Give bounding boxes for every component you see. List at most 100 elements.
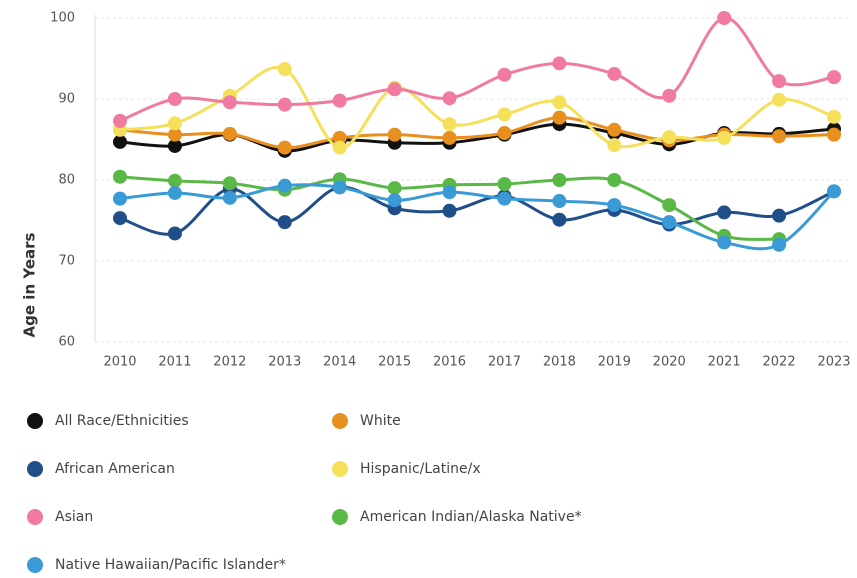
x-tick-label: 2022 xyxy=(763,355,796,370)
y-tick-label: 100 xyxy=(50,11,75,26)
data-point xyxy=(552,173,567,187)
data-point xyxy=(717,205,732,220)
data-point xyxy=(662,88,677,103)
data-point xyxy=(387,193,402,208)
data-point xyxy=(662,215,677,230)
data-point xyxy=(497,107,512,122)
data-point xyxy=(167,185,182,200)
legend-label: African American xyxy=(55,461,175,477)
x-tick-label: 2015 xyxy=(378,355,411,370)
x-tick-label: 2011 xyxy=(158,355,191,370)
x-tick-label: 2013 xyxy=(268,355,301,370)
legend-label: White xyxy=(360,413,401,429)
data-point xyxy=(662,130,677,145)
legend-label: Native Hawaiian/Pacific Islander* xyxy=(55,557,286,573)
data-point xyxy=(497,191,512,206)
data-point xyxy=(332,130,347,145)
x-tick-label: 2023 xyxy=(817,355,850,370)
data-point xyxy=(222,190,237,205)
y-axis-label: Age in Years xyxy=(21,232,39,337)
data-point xyxy=(552,194,567,209)
data-point xyxy=(772,92,787,107)
data-point xyxy=(442,117,457,132)
data-point xyxy=(167,138,182,153)
data-point xyxy=(167,226,182,241)
data-point xyxy=(717,130,732,145)
legend-marker xyxy=(332,461,348,477)
data-point xyxy=(772,237,787,252)
data-point xyxy=(772,129,787,144)
data-point xyxy=(552,95,567,110)
data-point xyxy=(277,140,292,155)
data-point xyxy=(387,181,402,196)
data-point xyxy=(113,211,127,226)
data-point xyxy=(277,62,292,77)
data-point xyxy=(552,56,567,71)
legend-label: American Indian/Alaska Native* xyxy=(360,509,582,525)
data-point xyxy=(442,185,457,200)
data-point xyxy=(607,138,622,153)
x-tick-label: 2017 xyxy=(488,355,521,370)
data-point xyxy=(827,70,841,85)
y-tick-label: 70 xyxy=(58,254,75,269)
data-point xyxy=(222,176,237,191)
data-point xyxy=(332,93,347,108)
x-tick-label: 2012 xyxy=(213,355,246,370)
data-point xyxy=(387,127,402,142)
data-point xyxy=(717,11,732,25)
x-tick-label: 2021 xyxy=(708,355,741,370)
data-point xyxy=(277,178,292,193)
data-point xyxy=(772,208,787,223)
series-line xyxy=(119,65,835,150)
legend-marker xyxy=(332,413,348,429)
data-point xyxy=(113,134,127,149)
data-point xyxy=(827,109,841,124)
data-point xyxy=(222,126,237,141)
data-point xyxy=(442,203,457,218)
legend-label: Asian xyxy=(55,509,93,525)
legend-marker xyxy=(332,509,348,525)
data-point xyxy=(497,67,512,82)
data-point xyxy=(552,110,567,125)
data-point xyxy=(717,235,732,250)
data-point xyxy=(222,95,237,110)
data-point xyxy=(167,92,182,106)
data-point xyxy=(827,127,841,142)
data-point xyxy=(497,126,512,141)
legend-marker xyxy=(27,557,43,573)
data-point xyxy=(167,116,182,131)
x-tick-label: 2010 xyxy=(103,355,136,370)
data-point xyxy=(332,140,347,155)
data-point xyxy=(332,180,347,195)
data-point xyxy=(607,66,622,81)
data-point xyxy=(607,173,622,187)
data-point xyxy=(552,212,567,227)
data-point xyxy=(827,184,841,199)
data-point xyxy=(772,74,787,89)
legend-marker xyxy=(27,509,43,525)
x-tick-label: 2016 xyxy=(433,355,466,370)
x-tick-label: 2014 xyxy=(323,355,356,370)
x-tick-label: 2018 xyxy=(543,355,576,370)
data-point xyxy=(167,127,182,142)
legend-label: Hispanic/Latine/x xyxy=(360,461,481,477)
x-tick-label: 2019 xyxy=(598,355,631,370)
data-point xyxy=(442,91,457,106)
data-point xyxy=(442,130,457,145)
legend-label: All Race/Ethnicities xyxy=(55,413,189,429)
data-point xyxy=(607,122,622,137)
data-point xyxy=(113,191,127,206)
data-point xyxy=(497,177,512,192)
data-point xyxy=(607,198,622,213)
data-point xyxy=(662,198,677,213)
y-tick-label: 80 xyxy=(58,173,75,188)
data-point xyxy=(277,215,292,230)
data-point xyxy=(113,169,127,184)
y-tick-label: 60 xyxy=(58,335,75,350)
data-point xyxy=(113,113,127,128)
legend-marker xyxy=(27,461,43,477)
data-point xyxy=(387,82,402,97)
data-point xyxy=(167,173,182,188)
x-tick-label: 2020 xyxy=(653,355,686,370)
